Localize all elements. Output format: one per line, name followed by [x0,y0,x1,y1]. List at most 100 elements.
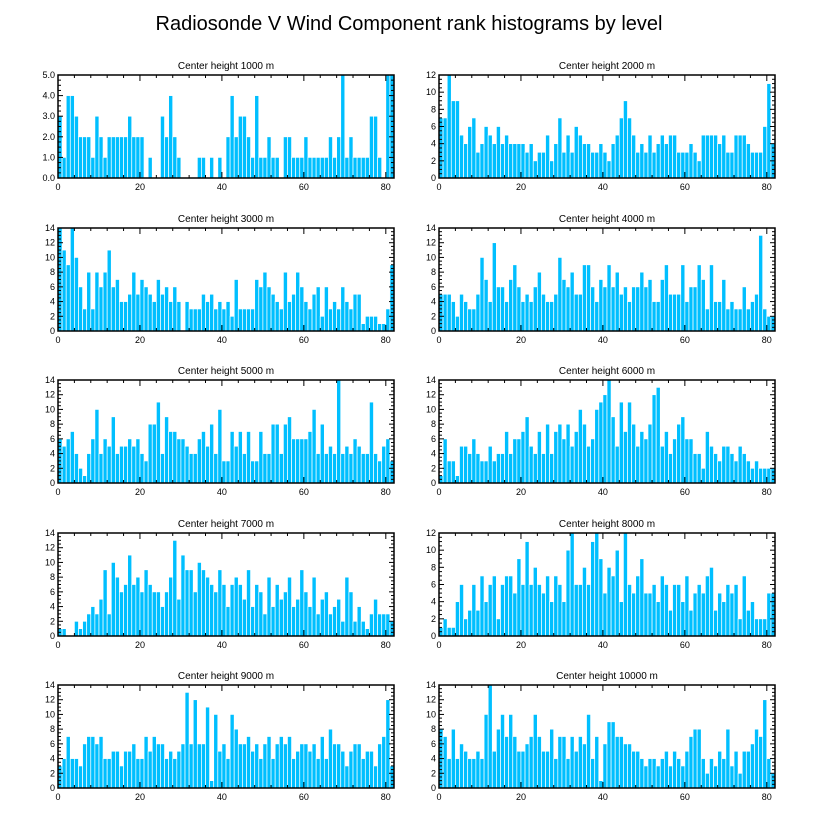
bar [639,271,645,332]
bar [610,721,616,789]
bar [516,286,522,332]
bar [512,592,518,637]
bar [491,242,497,332]
bar [721,445,727,484]
bar [745,609,751,637]
y-tick-label: 14 [45,375,55,385]
bars [438,684,776,789]
bar [569,736,575,789]
bar [155,401,161,484]
bar [110,416,116,484]
bar [733,134,739,179]
bar [246,308,251,332]
bar [336,308,342,332]
bar [602,394,608,484]
bar [102,758,108,789]
figure-title: Radiosonde V Wind Component rank histogr… [156,13,663,35]
bar [328,445,333,484]
bar [143,736,149,789]
bar [508,279,514,332]
bar [250,606,256,637]
bar [213,308,219,332]
bar [307,606,313,637]
bar [184,301,190,332]
bar [246,136,251,179]
bar [651,301,657,332]
y-tick-label: 0 [431,478,436,488]
bar [455,100,460,179]
x-tick-label: 20 [135,182,145,192]
x-tick-label: 80 [762,182,772,192]
bar [385,438,391,484]
bar [291,438,297,484]
bar [729,765,735,789]
bar [717,301,723,332]
y-tick-label: 12 [45,543,55,553]
bar [250,308,256,332]
bar [561,151,567,179]
bar [110,286,116,332]
y-tick-label: 4 [50,297,55,307]
bar [352,743,358,789]
bar [168,95,174,179]
bar [188,308,194,332]
bar [614,271,620,332]
bar [307,431,313,484]
bar [504,431,510,484]
bar [196,438,202,484]
bar [577,134,583,179]
bar [455,315,460,332]
bar [606,566,612,637]
bar [90,157,96,179]
bar [688,438,694,484]
bar [696,584,702,637]
bar [602,286,608,332]
bar [557,736,563,789]
bar [717,460,723,484]
bar [135,136,141,179]
bar [82,308,88,332]
bar [172,136,178,179]
bar [475,293,481,332]
bar [582,743,587,789]
bar [123,301,129,332]
bar [553,143,559,179]
bar [311,743,317,789]
bar [254,460,260,484]
bar [725,728,731,789]
bar [627,401,632,484]
y-tick-label: 0 [50,631,55,641]
bar [283,591,288,637]
bar [528,736,534,789]
bar [385,308,391,332]
bar [176,750,182,789]
y-tick-label: 12 [426,695,436,705]
bar [192,591,198,637]
bar [487,684,493,789]
bar [344,576,350,637]
bar [598,558,604,637]
bar [532,566,538,637]
bar [266,736,272,789]
bar [287,416,292,484]
bar [504,575,510,637]
bar [160,115,165,179]
y-tick-label: 14 [45,223,55,233]
bar [155,279,161,332]
bar [373,598,378,637]
y-tick-label: 4 [50,602,55,612]
bar [102,438,108,484]
bar [610,416,616,484]
x-tick-label: 20 [135,640,145,650]
bar [217,409,223,484]
panel-5: Center height 5000 m 0 2 4 6 8 10 12 14 0 20 40 60 80 [45,366,395,497]
bar [225,758,231,789]
bar [225,606,231,637]
bar [340,74,346,179]
y-tick-label: 10 [45,709,55,719]
y-tick-label: 2.0 [42,132,55,142]
bar [270,157,276,179]
y-tick-label: 10 [45,404,55,414]
y-tick-label: 2 [431,463,436,473]
bar [201,157,206,179]
